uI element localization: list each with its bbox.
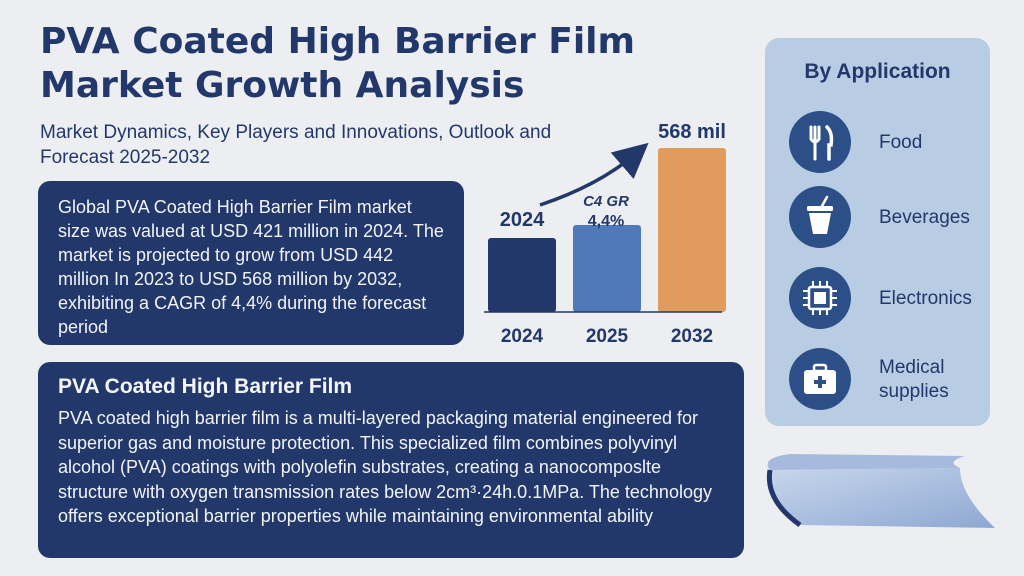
application-item-medical: Medical supplies xyxy=(789,348,989,412)
market-summary-text: Global PVA Coated High Barrier Film mark… xyxy=(58,195,444,339)
top-value-label: 568 mil xyxy=(658,121,726,143)
application-item-electronics: Electronics xyxy=(789,267,989,331)
x-tick-label-2032: 2032 xyxy=(671,326,713,347)
growth-bar-chart: 2024 2025 2032 568 mil 2024 C4 GR 4,4% xyxy=(470,110,740,350)
application-panel: By Application Food Beverages xyxy=(765,38,990,426)
application-item-food: Food xyxy=(789,111,989,175)
bar-2025 xyxy=(573,225,641,312)
medical-kit-icon xyxy=(789,348,851,410)
application-label-medical: Medical supplies xyxy=(879,356,989,404)
description-text: PVA coated high barrier film is a multi-… xyxy=(58,406,724,529)
application-heading: By Application xyxy=(765,60,990,84)
x-tick-label-2025: 2025 xyxy=(586,326,629,347)
application-label-food: Food xyxy=(879,131,989,155)
x-tick-label-2024: 2024 xyxy=(501,326,544,347)
market-summary-box: Global PVA Coated High Barrier Film mark… xyxy=(38,181,464,345)
cagr-label-line2: 4,4% xyxy=(588,213,624,230)
description-heading: PVA Coated High Barrier Film xyxy=(58,374,724,400)
description-box: PVA Coated High Barrier Film PVA coated … xyxy=(38,362,744,558)
barrier-film-illustration xyxy=(760,440,1010,570)
page-title: PVA Coated High Barrier Film Market Grow… xyxy=(40,20,740,108)
application-label-beverages: Beverages xyxy=(879,206,989,230)
fork-knife-icon xyxy=(789,111,851,173)
bar-2024 xyxy=(488,238,556,312)
x-tick-labels: 2024 2025 2032 xyxy=(501,326,713,347)
chip-icon xyxy=(789,267,851,329)
bar-2024-top-label: 2024 xyxy=(500,209,545,231)
application-item-beverages: Beverages xyxy=(789,186,989,250)
application-label-electronics: Electronics xyxy=(879,287,989,311)
bar-2032 xyxy=(658,148,726,312)
cup-icon xyxy=(789,186,851,248)
cagr-label-line1: C4 GR xyxy=(583,193,629,210)
